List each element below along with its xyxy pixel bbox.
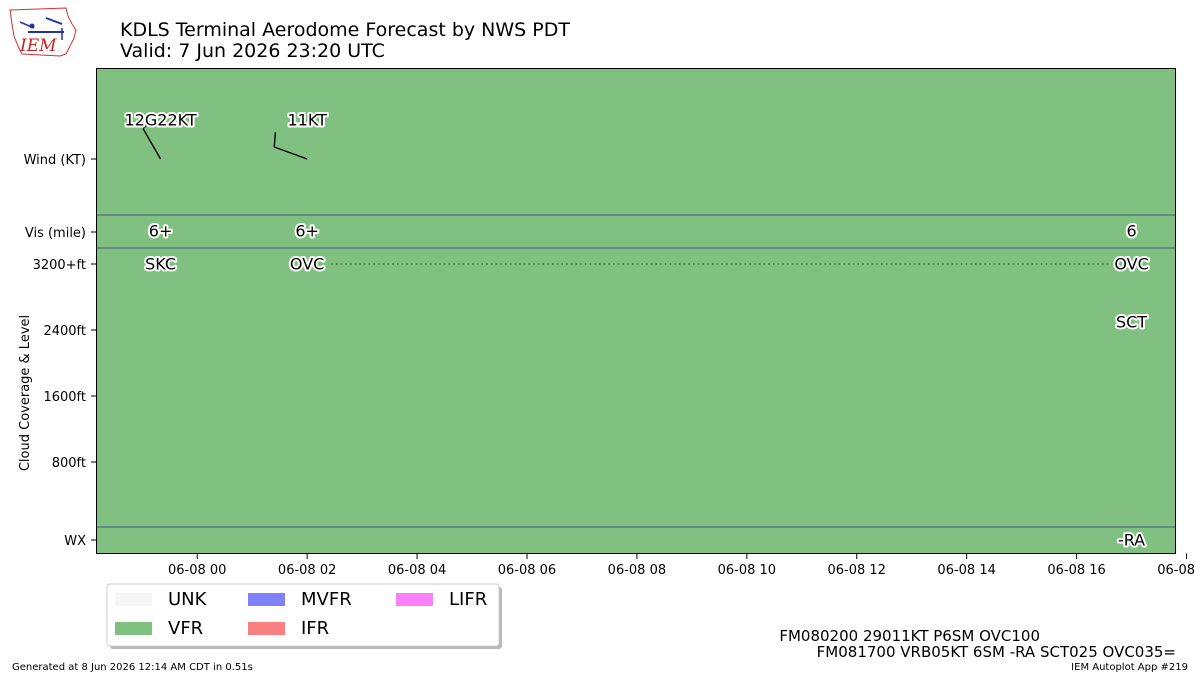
- cloud-label: SKC: [145, 255, 176, 274]
- cloud-label: OVC: [290, 255, 324, 274]
- cloud-labels: SKC OVC OVC SCT: [143, 253, 1151, 334]
- visibility-labels: 6+ 6+ 6: [147, 220, 1139, 243]
- x-tick-label: 06-08 16: [1047, 563, 1105, 578]
- logo-text: IEM: [19, 36, 57, 56]
- wind-barb-flag: [142, 117, 154, 130]
- legend-label: LIFR: [449, 589, 487, 610]
- x-tick-label: 06-08 14: [937, 563, 995, 578]
- legend-swatch: [115, 593, 152, 606]
- wind-label: 11KT: [287, 111, 327, 130]
- x-tick-label: 06-08 12: [828, 563, 886, 578]
- cloud-label: OVC: [1114, 255, 1148, 274]
- legend-swatch: [248, 622, 285, 635]
- y-axis-label: Cloud Coverage & Level: [18, 315, 33, 471]
- weather-labels: -RA: [1116, 529, 1147, 552]
- cloud-level-ticks: 3200+ft 2400ft 1600ft 800ft: [33, 258, 97, 471]
- wind-label: 12G22KT: [125, 111, 197, 130]
- y-tick-wind: Wind (KT): [24, 153, 86, 168]
- x-tick-label: 06-08 18: [1157, 563, 1200, 578]
- legend-label: UNK: [168, 589, 208, 610]
- cloud-level-label: 800ft: [52, 456, 86, 471]
- x-tick-label: 06-08 00: [168, 563, 226, 578]
- app-label: IEM Autoplot App #219: [1071, 662, 1188, 673]
- legend-swatch: [248, 593, 285, 606]
- legend-label: VFR: [168, 618, 203, 639]
- plot-frame: [96, 68, 1176, 554]
- legend-swatch: [115, 622, 152, 635]
- wind-barbs: [142, 117, 308, 160]
- iem-logo: IEM: [9, 7, 77, 57]
- cloud-level-label: 1600ft: [43, 390, 86, 405]
- legend-label: MVFR: [301, 589, 352, 610]
- chart-title: KDLS Terminal Aerodome Forecast by NWS P…: [120, 19, 570, 41]
- x-tick-label: 06-08 02: [278, 563, 336, 578]
- generated-timestamp: Generated at 8 Jun 2026 12:14 AM CDT in …: [12, 662, 253, 673]
- taf-line-1: FM080200 29011KT P6SM OVC100: [779, 627, 1040, 645]
- x-tick-label: 06-08 06: [498, 563, 556, 578]
- legend-swatch: [396, 593, 433, 606]
- chart-subtitle: Valid: 7 Jun 2026 23:20 UTC: [120, 40, 385, 62]
- cloud-label: SCT: [1116, 312, 1147, 331]
- visibility-label: 6: [1126, 222, 1136, 241]
- cloud-level-label: 2400ft: [43, 324, 86, 339]
- x-tick-label: 06-08 10: [718, 563, 776, 578]
- legend: UNK VFR MVFR IFR LIFR: [106, 583, 502, 649]
- x-tick-label: 06-08 04: [388, 563, 446, 578]
- vfr-background: [96, 68, 1176, 554]
- wind-labels: 12G22KT 11KT: [123, 109, 330, 132]
- wind-barb-staff: [274, 146, 308, 160]
- legend-label: IFR: [301, 618, 329, 639]
- y-axis: Wind (KT) Vis (mile) 3200+ft 2400ft 1600ft…: [18, 153, 97, 549]
- x-axis: 06-08 00 06-08 02 06-08 04 06-08 06 06-08 08…: [168, 553, 1200, 578]
- visibility-label: 6+: [295, 222, 319, 241]
- x-tick-label: 06-08 08: [608, 563, 666, 578]
- wind-barb-staff: [142, 128, 162, 160]
- visibility-label: 6+: [149, 222, 173, 241]
- taf-line-2: FM081700 VRB05KT 6SM -RA SCT025 OVC035=: [817, 643, 1176, 661]
- cloud-level-label: 3200+ft: [33, 258, 86, 273]
- y-tick-wx: WX: [64, 534, 86, 549]
- wind-barb-flag: [273, 132, 277, 148]
- y-tick-vis: Vis (mile): [25, 226, 86, 241]
- weather-label: -RA: [1118, 531, 1145, 550]
